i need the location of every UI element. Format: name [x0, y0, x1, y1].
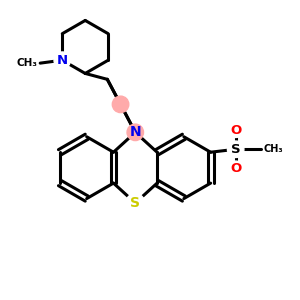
Text: CH₃: CH₃ — [17, 58, 38, 68]
Circle shape — [126, 194, 145, 212]
Text: O: O — [230, 162, 241, 175]
Circle shape — [228, 161, 243, 176]
Text: N: N — [57, 54, 68, 67]
Text: O: O — [230, 124, 241, 136]
Circle shape — [227, 141, 244, 158]
Circle shape — [228, 123, 243, 137]
Circle shape — [127, 124, 143, 141]
Text: S: S — [231, 143, 241, 156]
Text: S: S — [130, 196, 140, 210]
Text: N: N — [130, 125, 141, 139]
Circle shape — [54, 52, 70, 68]
Circle shape — [112, 96, 129, 112]
Text: CH₃: CH₃ — [263, 144, 283, 154]
